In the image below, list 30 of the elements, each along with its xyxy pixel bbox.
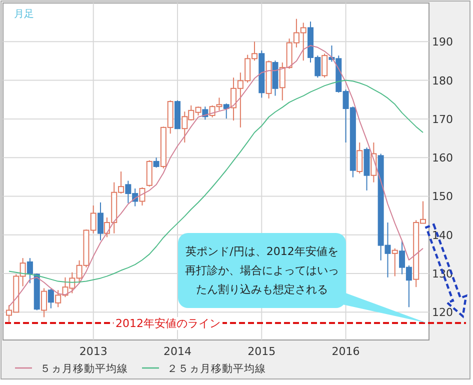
candlestick xyxy=(139,186,146,206)
candlestick xyxy=(322,53,328,78)
candlestick xyxy=(223,102,230,120)
legend-label: ２５ヵ月移動平均線 xyxy=(167,363,266,375)
ref-line-label: 2012年安値のライン xyxy=(116,316,220,330)
line-series xyxy=(8,45,424,307)
candlestick xyxy=(98,202,104,241)
candlestick xyxy=(279,62,286,101)
y-tick-label: 140 xyxy=(432,228,453,242)
legend-label: ５ヵ月移動平均線 xyxy=(40,363,128,375)
y-tick-label: 190 xyxy=(432,36,453,49)
x-tick-label: 2016 xyxy=(332,345,360,358)
y-tick-label: 170 xyxy=(432,112,453,126)
y-tick-label: 180 xyxy=(432,74,453,88)
candlestick xyxy=(153,157,160,168)
candlestick xyxy=(392,248,398,277)
x-tick-label: 2014 xyxy=(164,345,192,358)
candlestick xyxy=(26,258,33,284)
text: 月足 xyxy=(14,9,34,20)
candlestick xyxy=(356,142,363,174)
candlestick xyxy=(48,288,54,309)
candlestick xyxy=(146,160,152,188)
x-tick-label: 2013 xyxy=(79,345,108,358)
x-tick-label: 2015 xyxy=(248,345,276,358)
y-tick-label: 120 xyxy=(432,306,453,320)
y-tick-label: 160 xyxy=(432,152,453,165)
annotation: 英ポンド/円は、2012年安値を再打診か、場合によってはいったん割り込みも想定される xyxy=(185,245,339,296)
candlestick xyxy=(370,142,377,183)
y-tick-label: 150 xyxy=(432,190,453,204)
candlestick xyxy=(41,288,48,318)
